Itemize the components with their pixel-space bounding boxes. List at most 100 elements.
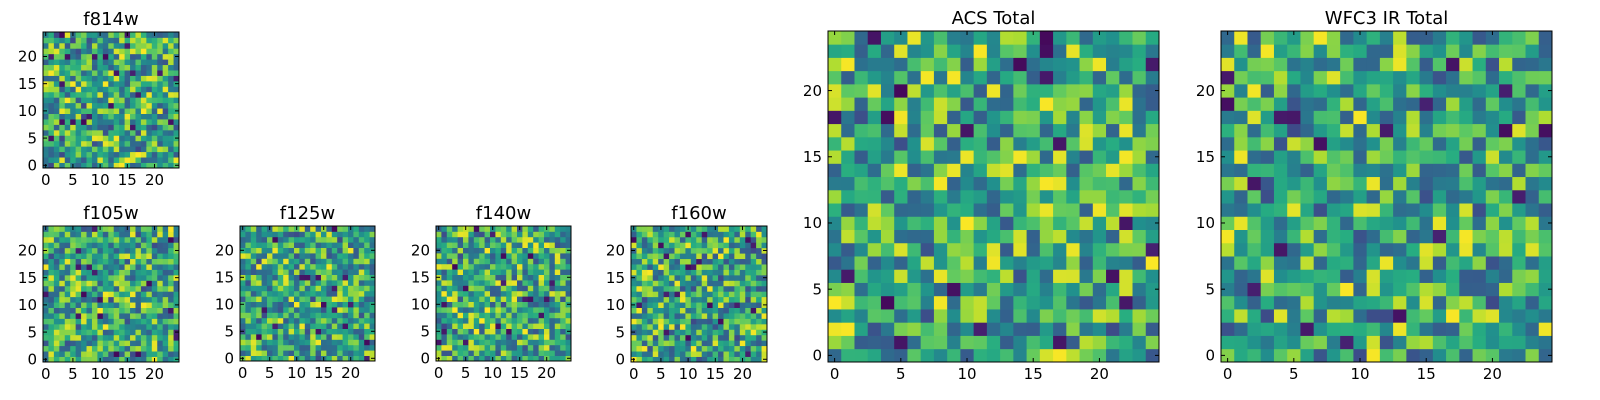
heatmap-cell: [631, 307, 637, 314]
heatmap-cell: [452, 328, 458, 335]
heatmap-cell: [1273, 150, 1288, 164]
heatmap-cell: [162, 80, 169, 87]
heatmap-cell: [658, 307, 665, 314]
heatmap-cell: [48, 253, 55, 260]
heatmap-cell: [1499, 229, 1513, 244]
heatmap-cell: [560, 344, 566, 351]
heatmap-cell: [679, 302, 686, 308]
heatmap-cell: [1053, 322, 1067, 336]
heatmap-cell: [337, 226, 343, 232]
heatmap-cell: [647, 280, 654, 287]
heatmap-cell: [468, 301, 475, 308]
heatmap-cell: [841, 83, 855, 98]
heatmap-cell: [712, 242, 719, 249]
heatmap-cell: [554, 258, 561, 265]
heatmap-cell: [1419, 282, 1434, 297]
heatmap-cell: [1300, 229, 1315, 244]
heatmap-cell: [1092, 150, 1107, 164]
heatmap-cell: [97, 274, 104, 281]
heatmap-cell: [81, 129, 87, 136]
heatmap-cell: [1053, 335, 1067, 350]
heatmap-cell: [348, 328, 354, 335]
heatmap-cell: [544, 296, 550, 302]
heatmap-cell: [245, 258, 252, 265]
heatmap-cell: [690, 307, 697, 314]
heatmap-cell: [452, 258, 458, 265]
heatmap-cell: [1079, 136, 1094, 151]
heatmap-cell: [130, 108, 136, 114]
heatmap-cell: [146, 48, 153, 55]
heatmap-cell: [43, 340, 49, 347]
heatmap-cell: [97, 151, 104, 158]
heatmap-cell: [151, 59, 158, 66]
heatmap-cell: [75, 102, 82, 109]
heatmap-cell: [277, 328, 284, 335]
heatmap-cell: [728, 231, 735, 238]
heatmap-cell: [441, 355, 448, 362]
heatmap-cell: [663, 313, 670, 319]
heatmap-cell: [288, 247, 295, 254]
heatmap-cell: [468, 296, 475, 302]
x-tick-label: 20: [341, 364, 360, 382]
heatmap-cell: [696, 226, 703, 232]
heatmap-cell: [1066, 70, 1080, 85]
heatmap-cell: [240, 344, 246, 351]
heatmap-cell: [146, 162, 153, 169]
heatmap-cell: [500, 285, 507, 292]
heatmap-cell: [1485, 229, 1500, 244]
heatmap-cell: [484, 253, 491, 259]
heatmap-cell: [162, 236, 169, 243]
heatmap-cell: [162, 291, 169, 298]
heatmap-cell: [135, 226, 142, 232]
heatmap-cell: [162, 323, 169, 330]
heatmap-cell: [479, 339, 485, 346]
heatmap-cell: [1512, 97, 1526, 111]
heatmap-cell: [658, 258, 665, 265]
heatmap-cell: [358, 339, 365, 346]
heatmap-cell: [1079, 203, 1094, 217]
heatmap-cell: [436, 236, 442, 243]
heatmap-cell: [97, 91, 104, 98]
heatmap-cell: [124, 269, 131, 276]
heatmap-cell: [446, 242, 453, 248]
heatmap-cell: [685, 274, 692, 281]
heatmap-cell: [75, 231, 82, 238]
heatmap-cell: [283, 247, 289, 254]
heatmap-cell: [560, 274, 566, 281]
heatmap-cell: [1538, 123, 1553, 138]
heatmap-cell: [261, 285, 268, 292]
heatmap-cell: [1326, 282, 1341, 297]
heatmap-cell: [299, 285, 306, 292]
heatmap-cell: [841, 269, 855, 283]
heatmap-cell: [310, 339, 316, 346]
heatmap-cell: [933, 335, 948, 350]
heatmap-cell: [1379, 295, 1394, 310]
heatmap-cell: [157, 356, 164, 363]
heatmap-cell: [168, 226, 174, 232]
heatmap-cell: [245, 323, 252, 329]
heatmap-cell: [157, 91, 164, 98]
heatmap-cell: [1419, 44, 1434, 58]
heatmap-cell: [867, 110, 882, 125]
heatmap-cell: [140, 42, 147, 49]
heatmap-cell: [326, 328, 333, 335]
heatmap-cell: [1525, 150, 1540, 164]
heatmap-cell: [1459, 295, 1473, 310]
heatmap-cell: [1132, 322, 1147, 336]
heatmap-cell: [48, 334, 55, 341]
heatmap-cell: [436, 350, 442, 356]
heatmap-cell: [750, 356, 757, 363]
heatmap-cell: [1119, 282, 1133, 297]
heatmap-cell: [854, 309, 869, 323]
heatmap-cell: [554, 328, 561, 335]
heatmap-cell: [647, 329, 654, 336]
heatmap-cell: [358, 263, 365, 270]
heatmap-cell: [108, 91, 115, 98]
heatmap-cell: [907, 123, 922, 138]
heatmap-cell: [64, 264, 71, 270]
heatmap-cell: [277, 236, 284, 243]
heatmap-cell: [91, 351, 98, 357]
heatmap-cell: [701, 318, 708, 325]
heatmap-cell: [59, 242, 66, 249]
heatmap-cell: [679, 296, 686, 303]
